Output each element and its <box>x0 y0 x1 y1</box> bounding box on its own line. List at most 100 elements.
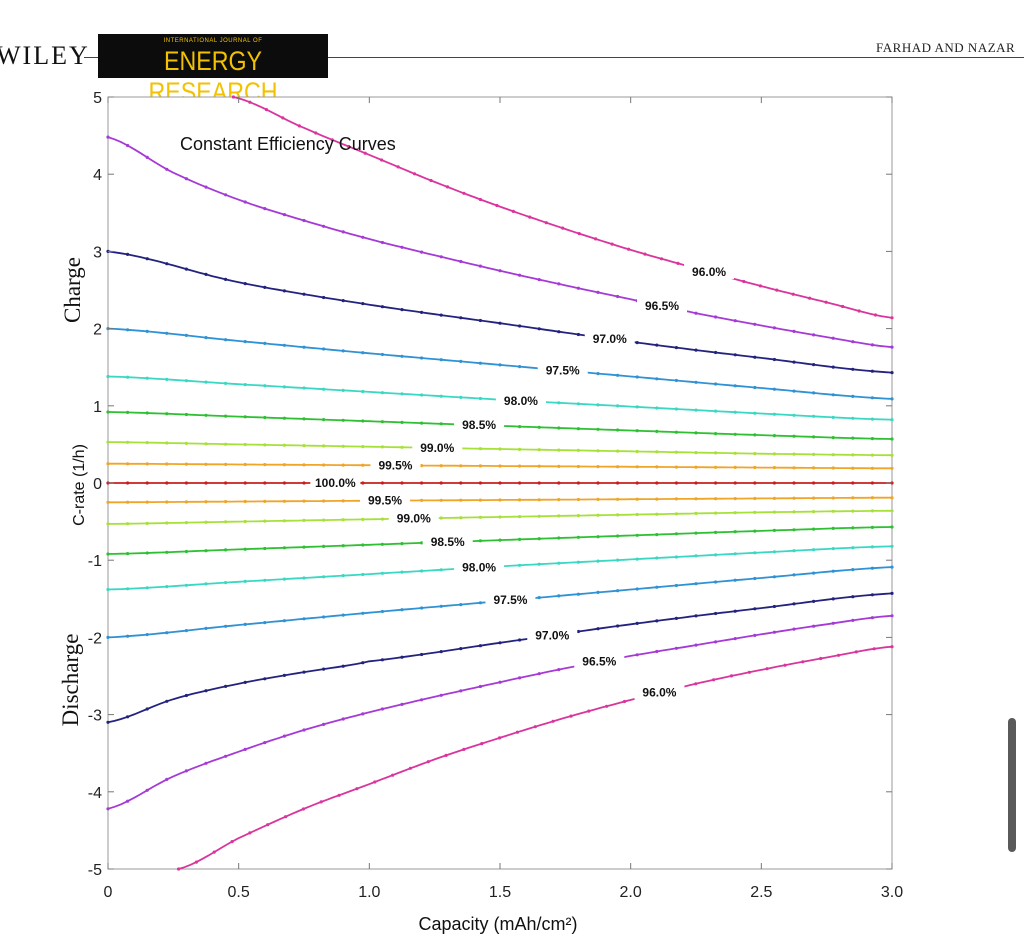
series-marker <box>204 549 208 553</box>
series-marker <box>674 481 679 485</box>
series-marker <box>420 464 424 468</box>
series-marker <box>302 481 306 485</box>
series-marker <box>478 361 482 365</box>
series-marker <box>753 576 757 581</box>
series-marker <box>537 448 541 452</box>
series-marker <box>870 525 875 530</box>
series-charge-99.5 <box>106 462 894 470</box>
series-marker <box>322 667 326 671</box>
contour-label: 99.5% <box>378 458 412 472</box>
series-marker <box>263 499 267 503</box>
series-marker <box>165 777 169 782</box>
series-marker <box>557 561 561 565</box>
series-marker <box>753 551 757 555</box>
series-marker <box>596 497 600 501</box>
series-marker <box>420 481 424 485</box>
series-marker <box>400 308 404 312</box>
series-marker <box>439 464 443 468</box>
series-marker <box>616 373 620 377</box>
series-marker <box>165 441 169 445</box>
series-marker <box>248 831 252 835</box>
series-marker <box>341 544 345 548</box>
series-marker <box>282 213 286 217</box>
series-marker <box>819 656 823 661</box>
series-marker <box>341 613 345 617</box>
series-marker <box>145 411 149 415</box>
y-tick-label: -2 <box>88 630 102 647</box>
series-marker <box>851 436 855 440</box>
series-marker <box>659 257 664 261</box>
series-marker <box>610 242 614 246</box>
series-marker <box>224 500 228 504</box>
series-marker <box>341 349 345 353</box>
series-marker <box>263 519 267 523</box>
y-axis-label-charge: Charge <box>60 257 85 323</box>
series-marker <box>635 587 639 591</box>
series-marker <box>145 441 149 445</box>
series-marker <box>145 521 149 526</box>
series-marker <box>635 497 639 501</box>
series-marker <box>518 447 522 451</box>
series-marker <box>831 415 835 419</box>
series-marker <box>400 420 404 424</box>
series-marker <box>400 445 404 449</box>
series-marker <box>812 452 816 456</box>
series-marker <box>655 585 659 589</box>
series-marker <box>831 393 835 397</box>
series-marker <box>870 369 875 373</box>
series-marker <box>322 544 326 549</box>
series-marker <box>733 511 737 515</box>
x-tick-label: 0.5 <box>228 884 250 901</box>
series-marker <box>243 519 247 524</box>
series-marker <box>439 498 443 502</box>
series-marker <box>518 481 522 485</box>
series-marker <box>478 197 482 202</box>
series-marker <box>576 592 581 596</box>
series-marker <box>616 558 620 562</box>
series-marker <box>420 498 424 502</box>
series-marker <box>772 481 777 485</box>
series-marker <box>812 363 816 367</box>
series-marker <box>380 240 384 245</box>
series-marker <box>655 512 659 516</box>
series-marker <box>557 498 561 502</box>
series-marker <box>518 425 522 429</box>
series-marker <box>361 302 365 306</box>
scrollbar-thumb[interactable] <box>1008 718 1016 852</box>
series-marker <box>851 526 855 530</box>
contour-label: 97.5% <box>546 363 580 377</box>
series-marker <box>165 377 169 381</box>
series-marker <box>126 462 130 466</box>
y-tick-label: 5 <box>93 90 102 107</box>
series-marker <box>224 581 228 585</box>
running-head-authors: FARHAD AND NAZAR <box>876 40 1016 55</box>
series-marker <box>831 569 835 573</box>
series-marker <box>616 497 620 501</box>
x-axis-label: Capacity (mAh/cm²) <box>418 914 577 934</box>
x-tick-label: 1.5 <box>489 884 511 901</box>
series-marker <box>106 587 110 592</box>
series-marker <box>439 693 443 697</box>
series-marker <box>106 500 110 504</box>
series-marker <box>674 465 679 469</box>
series-marker <box>302 670 306 674</box>
series-marker <box>890 316 894 320</box>
series-marker <box>445 185 450 189</box>
series-marker <box>742 279 746 284</box>
series-marker <box>655 497 659 501</box>
series-marker <box>361 611 365 615</box>
series-marker <box>322 347 326 351</box>
series-marker <box>439 516 443 520</box>
series-marker <box>714 315 718 319</box>
series-marker <box>302 728 306 732</box>
series-marker <box>478 515 482 519</box>
series-marker <box>812 599 816 604</box>
series-marker <box>462 747 466 752</box>
series-marker <box>596 559 600 563</box>
y-tick-label: -4 <box>88 785 102 802</box>
series-marker <box>478 318 482 323</box>
series-marker <box>518 563 522 567</box>
series-marker <box>694 531 698 535</box>
series-marker <box>462 191 466 195</box>
series-marker <box>753 452 757 456</box>
